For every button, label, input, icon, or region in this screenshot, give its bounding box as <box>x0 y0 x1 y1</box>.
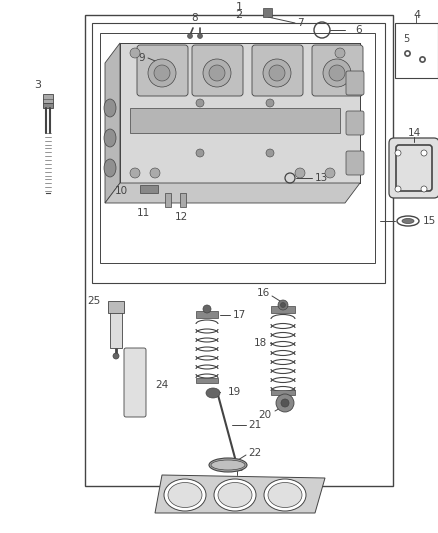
Text: 6: 6 <box>355 25 362 35</box>
Bar <box>271 390 295 395</box>
Circle shape <box>266 149 274 157</box>
Text: 16: 16 <box>257 288 270 298</box>
Bar <box>130 108 340 133</box>
Circle shape <box>154 65 170 81</box>
FancyBboxPatch shape <box>346 151 364 175</box>
Bar <box>140 185 158 193</box>
Text: 19: 19 <box>228 387 241 397</box>
Text: 22: 22 <box>248 448 261 458</box>
Text: 25: 25 <box>88 296 101 306</box>
Text: 8: 8 <box>192 13 198 23</box>
Text: 12: 12 <box>175 212 188 222</box>
Text: 23: 23 <box>230 463 244 473</box>
Circle shape <box>203 59 231 87</box>
Ellipse shape <box>104 159 116 177</box>
Circle shape <box>187 34 192 38</box>
Circle shape <box>266 99 274 107</box>
Bar <box>110 303 122 348</box>
Circle shape <box>198 34 202 38</box>
Bar <box>43 94 53 103</box>
Ellipse shape <box>164 479 206 511</box>
Circle shape <box>196 149 204 157</box>
Polygon shape <box>105 43 120 203</box>
Ellipse shape <box>104 99 116 117</box>
Ellipse shape <box>218 482 252 507</box>
Bar <box>100 33 375 263</box>
Bar <box>263 8 272 17</box>
Ellipse shape <box>104 129 116 147</box>
Ellipse shape <box>209 458 247 472</box>
Circle shape <box>335 48 345 58</box>
Text: 15: 15 <box>423 216 436 226</box>
FancyBboxPatch shape <box>192 45 243 96</box>
Circle shape <box>269 65 285 81</box>
Bar <box>85 15 393 486</box>
Bar <box>180 193 186 207</box>
Bar <box>165 193 171 207</box>
Circle shape <box>203 305 211 313</box>
Circle shape <box>130 48 140 58</box>
FancyBboxPatch shape <box>124 348 146 417</box>
Ellipse shape <box>264 479 306 511</box>
Polygon shape <box>120 43 360 183</box>
Circle shape <box>278 300 288 310</box>
Circle shape <box>280 303 286 308</box>
Circle shape <box>130 168 140 178</box>
Text: 20: 20 <box>258 410 271 420</box>
Bar <box>43 103 53 108</box>
Text: 4: 4 <box>413 10 420 20</box>
Text: 18: 18 <box>254 338 267 348</box>
Text: 14: 14 <box>407 128 420 138</box>
Text: 13: 13 <box>315 173 328 183</box>
Ellipse shape <box>211 460 245 470</box>
Circle shape <box>276 394 294 412</box>
Ellipse shape <box>402 219 414 223</box>
Text: 2: 2 <box>235 10 242 20</box>
FancyBboxPatch shape <box>346 111 364 135</box>
Circle shape <box>150 168 160 178</box>
Bar <box>196 378 218 383</box>
Text: 9: 9 <box>138 53 145 63</box>
Text: 5: 5 <box>403 34 409 44</box>
Circle shape <box>295 168 305 178</box>
Circle shape <box>329 65 345 81</box>
Circle shape <box>263 59 291 87</box>
Text: 3: 3 <box>35 80 42 90</box>
Text: 10: 10 <box>115 186 128 196</box>
Circle shape <box>325 168 335 178</box>
Ellipse shape <box>168 482 202 507</box>
Circle shape <box>323 59 351 87</box>
Circle shape <box>196 99 204 107</box>
FancyBboxPatch shape <box>346 71 364 95</box>
Bar <box>395 23 438 78</box>
Circle shape <box>395 150 401 156</box>
Polygon shape <box>105 183 360 203</box>
Polygon shape <box>155 475 325 513</box>
Bar <box>92 23 385 283</box>
Ellipse shape <box>214 479 256 511</box>
Text: 1: 1 <box>236 2 243 12</box>
FancyBboxPatch shape <box>137 45 188 96</box>
Circle shape <box>421 150 427 156</box>
Text: 21: 21 <box>248 420 261 430</box>
Circle shape <box>421 186 427 192</box>
Circle shape <box>113 353 119 359</box>
Bar <box>271 306 295 313</box>
Text: 17: 17 <box>233 310 246 320</box>
Text: 24: 24 <box>155 380 168 390</box>
Ellipse shape <box>206 388 220 398</box>
FancyBboxPatch shape <box>252 45 303 96</box>
Circle shape <box>148 59 176 87</box>
Text: 11: 11 <box>137 208 150 218</box>
Ellipse shape <box>268 482 302 507</box>
FancyBboxPatch shape <box>389 138 438 198</box>
Bar <box>108 301 124 313</box>
FancyBboxPatch shape <box>312 45 363 96</box>
Bar <box>196 311 218 318</box>
Circle shape <box>209 65 225 81</box>
Circle shape <box>395 186 401 192</box>
Text: 7: 7 <box>297 18 304 28</box>
Circle shape <box>281 399 289 407</box>
